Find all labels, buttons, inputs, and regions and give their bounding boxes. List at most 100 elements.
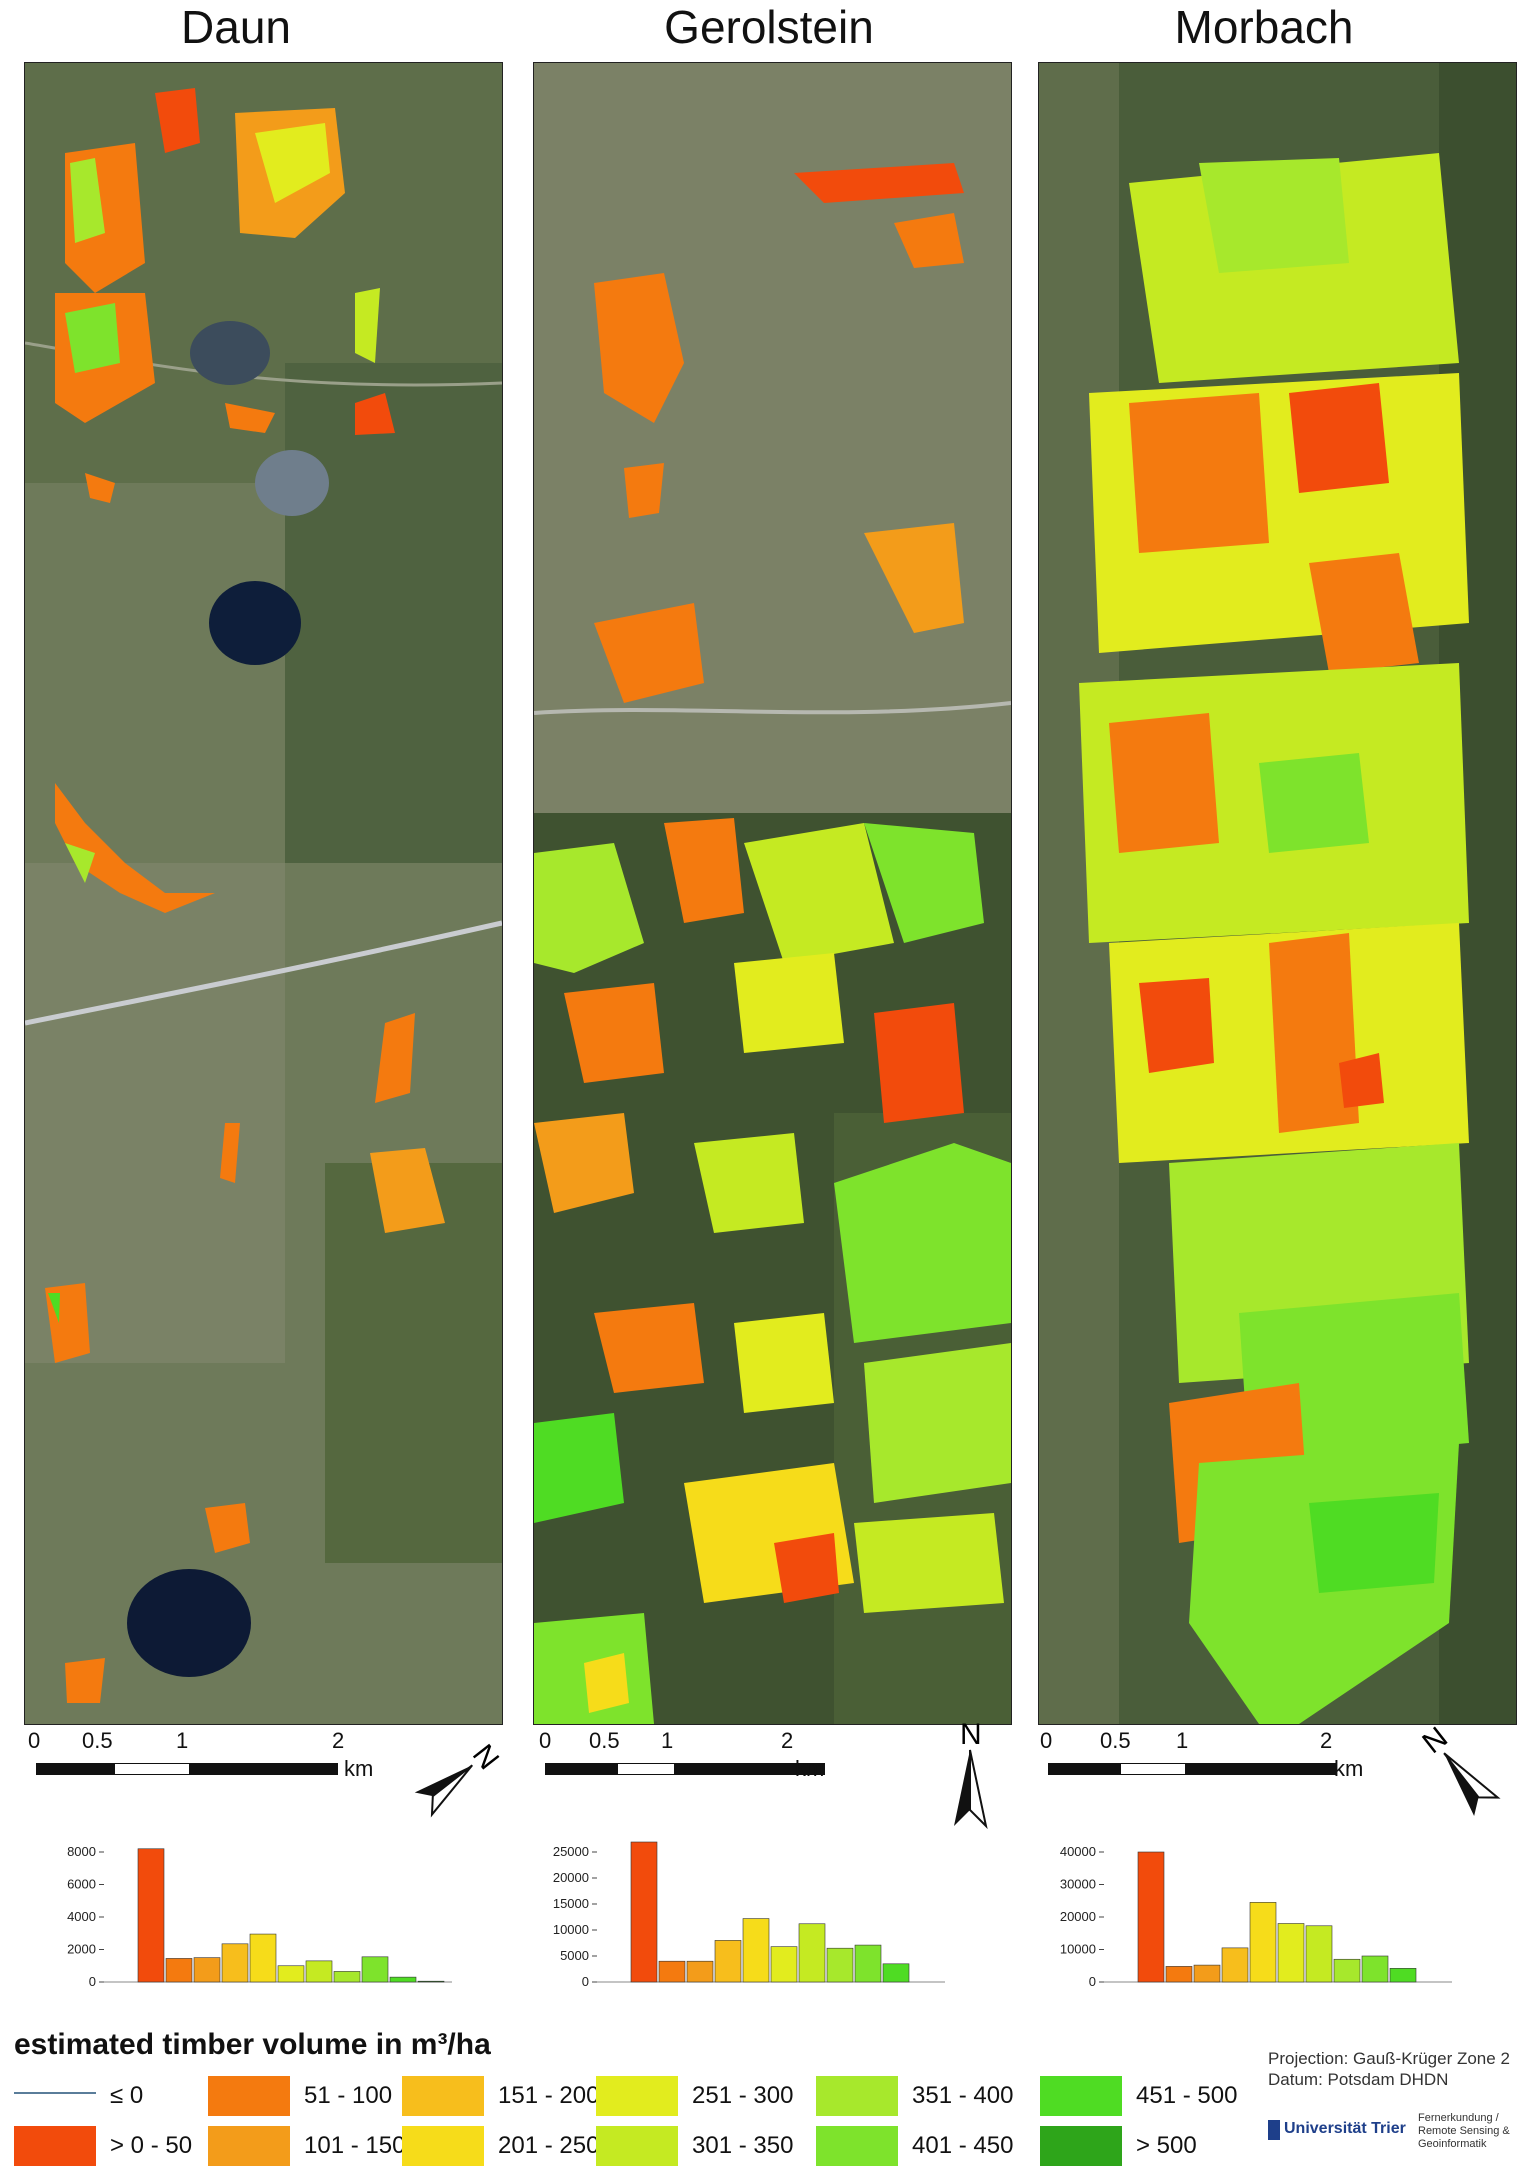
scale-unit: km	[795, 1756, 825, 1781]
histogram-bar	[798, 1923, 826, 1983]
map-daun-image	[25, 63, 502, 1724]
scale-bar-segment	[114, 1763, 190, 1775]
histogram-morbach: 40000 30000 20000 10000 0	[1060, 1844, 1452, 1989]
histogram-tick-label: 5000	[560, 1948, 589, 1963]
legend-swatch	[816, 2076, 898, 2116]
histogram-bar	[1193, 1964, 1221, 1983]
histogram-bar	[249, 1933, 277, 1983]
scale-bar-segment	[1186, 1763, 1336, 1775]
histogram-bar	[658, 1960, 686, 1983]
legend-swatch	[816, 2126, 898, 2166]
histogram-bar	[1333, 1958, 1361, 1983]
histogram-bar	[417, 1980, 445, 1983]
north-label: N	[1416, 1721, 1453, 1760]
legend-label: 201 - 250	[498, 2132, 600, 2159]
histogram-bar	[277, 1965, 305, 1983]
map-gerolstein	[533, 62, 1012, 1725]
legend-swatch	[596, 2076, 678, 2116]
histogram-bar	[882, 1963, 910, 1983]
legend-label: 151 - 200	[498, 2082, 600, 2109]
histogram-bar	[165, 1958, 193, 1983]
histogram-bar	[361, 1956, 389, 1983]
legend-item: > 0 - 50	[14, 2124, 214, 2168]
scale-bar-segment	[1048, 1763, 1120, 1775]
histogram-bar	[389, 1976, 417, 1983]
university-logo-icon	[1268, 2120, 1280, 2140]
scale-tick-label: 0.5	[589, 1728, 620, 1753]
legend-swatch	[1040, 2076, 1122, 2116]
scale-bar-segment	[617, 1763, 675, 1775]
north-arrow-icon: N	[414, 1739, 505, 1818]
legend-item: 201 - 250	[402, 2124, 602, 2168]
scale-tick-label: 0	[539, 1728, 552, 1753]
legend-item: 151 - 200	[402, 2074, 602, 2118]
histogram-tick-label: 30000	[1060, 1877, 1096, 1892]
histogram-bar	[1361, 1955, 1389, 1983]
datum-text: Datum: Potsdam DHDN	[1268, 2070, 1449, 2089]
north-arrow-morbach: N	[1410, 1720, 1520, 1830]
legend-label: 401 - 450	[912, 2132, 1014, 2159]
histogram-bar	[742, 1918, 770, 1983]
scale-tick-label: 2	[332, 1728, 345, 1753]
histogram-tick-label: 40000	[1060, 1844, 1096, 1859]
scale-tick-label: 0.5	[82, 1728, 113, 1753]
scale-tick-label: 0	[1040, 1728, 1053, 1753]
north-label: N	[466, 1739, 505, 1776]
legend-label: 451 - 500	[1136, 2082, 1238, 2109]
scale-tick-label: 1	[661, 1728, 674, 1753]
histogram-bar	[1389, 1968, 1417, 1983]
histogram-bar	[1249, 1902, 1277, 1983]
histogram-bar	[1305, 1925, 1333, 1983]
legend-item: 101 - 150	[208, 2124, 408, 2168]
histogram-tick-label: 20000	[1060, 1909, 1096, 1924]
scale-bar-segment	[190, 1763, 338, 1775]
legend-swatch	[14, 2092, 96, 2094]
projection-text: Projection: Gauß-Krüger Zone 2	[1268, 2049, 1510, 2068]
histogram-tick-label: 10000	[1060, 1942, 1096, 1957]
north-arrow-icon: N	[1416, 1721, 1501, 1817]
legend-swatch	[402, 2076, 484, 2116]
legend-item: 451 - 500	[1040, 2074, 1240, 2118]
legend-label: ≤ 0	[110, 2082, 144, 2109]
histogram-tick-label: 0	[89, 1974, 96, 1989]
histogram-bar	[193, 1957, 221, 1983]
legend-item: 351 - 400	[816, 2074, 1016, 2118]
scale-bar-segment	[545, 1763, 617, 1775]
histogram-bar	[714, 1940, 742, 1983]
legend-item: 251 - 300	[596, 2074, 796, 2118]
north-arrow-daun: N	[395, 1730, 505, 1830]
panel-title-daun: Daun	[181, 1, 291, 53]
legend-label: 101 - 150	[304, 2132, 406, 2159]
histogram-tick-label: 6000	[67, 1877, 96, 1892]
scale-bar-morbach: 0 0.5 1 2 km	[1038, 1728, 1398, 1798]
legend-item: 51 - 100	[208, 2074, 408, 2118]
histogram-bar	[137, 1848, 165, 1983]
scale-unit: km	[1334, 1756, 1364, 1781]
university-logo: Universität Trier Fernerkundung / Remote…	[1268, 2110, 1526, 2162]
map-morbach-image	[1039, 63, 1516, 1724]
legend-item: 301 - 350	[596, 2124, 796, 2168]
histogram-bar	[770, 1946, 798, 1983]
histogram-bar	[630, 1841, 658, 1983]
panel-title-morbach: Morbach	[1174, 1, 1354, 53]
north-arrow-icon: N	[954, 1718, 988, 1830]
legend-swatch	[596, 2126, 678, 2166]
map-daun	[24, 62, 503, 1725]
university-name: Universität Trier	[1284, 2120, 1406, 2137]
scale-tick-label: 2	[1320, 1728, 1333, 1753]
histogram-bar	[854, 1944, 882, 1983]
histogram-bar	[686, 1960, 714, 1983]
scale-unit: km	[344, 1756, 374, 1781]
histogram-tick-label: 2000	[67, 1942, 96, 1957]
histogram-daun: 8000 6000 4000 2000 0	[67, 1844, 452, 1989]
histogram-bar	[305, 1960, 333, 1983]
scale-bar-daun: 0 0.5 1 2 km	[24, 1728, 384, 1798]
scale-tick-label: 0.5	[1100, 1728, 1131, 1753]
legend-label: > 500	[1136, 2132, 1197, 2159]
scale-bar-segment	[1120, 1763, 1186, 1775]
histogram-bar	[1165, 1966, 1193, 1983]
histogram-bar	[826, 1947, 854, 1983]
scale-bar-segment	[675, 1763, 825, 1775]
legend-swatch	[208, 2126, 290, 2166]
scale-tick-label: 1	[1176, 1728, 1189, 1753]
